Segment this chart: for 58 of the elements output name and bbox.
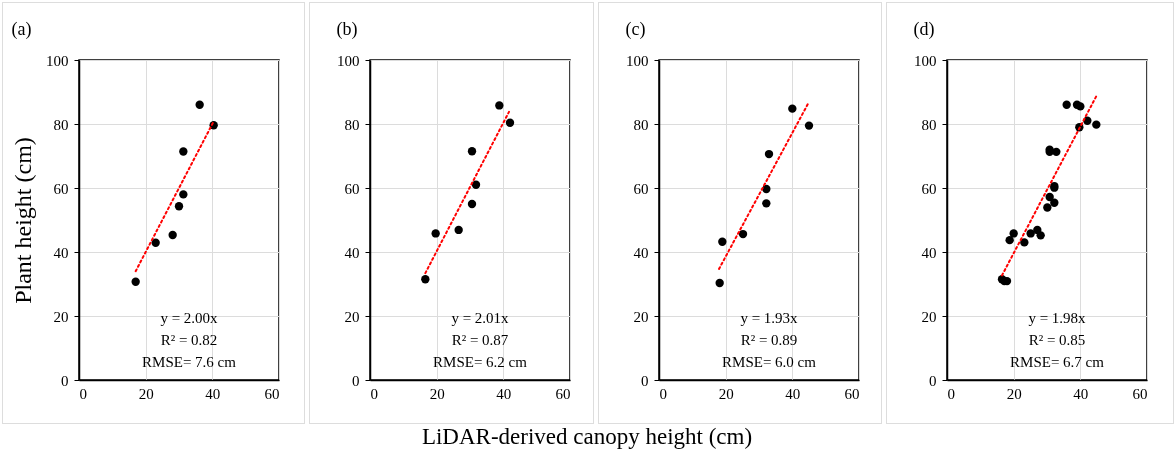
y-tick-label: 0: [640, 372, 649, 389]
chart-title: (a): [11, 19, 32, 40]
y-tick-label: 100: [914, 52, 937, 69]
x-tick-label: 60: [844, 385, 860, 402]
y-tick-label: 40: [53, 244, 69, 261]
y-tick-label: 60: [53, 180, 69, 197]
y-tick-label: 80: [633, 116, 649, 133]
x-tick-label: 40: [1073, 385, 1089, 402]
y-tick-label: 60: [344, 180, 360, 197]
annotation: y = 1.93x: [740, 310, 799, 326]
x-tick-label: 20: [1007, 385, 1023, 402]
y-tick-label: 100: [46, 52, 69, 69]
chart-title: (b): [336, 19, 358, 40]
x-tick-label: 0: [659, 385, 667, 402]
annotation: RMSE= 7.6 cm: [142, 354, 237, 370]
annotation: R² = 0.85: [1029, 332, 1086, 348]
x-tick-label: 60: [555, 385, 571, 402]
y-tick-label: 60: [921, 180, 937, 197]
annotation: R² = 0.89: [740, 332, 798, 348]
y-tick-label: 40: [344, 244, 360, 261]
y-tick-label: 40: [921, 244, 937, 261]
annotation: y = 2.00x: [160, 310, 219, 326]
x-tick-label: 40: [205, 385, 221, 402]
x-tick-label: 0: [79, 385, 87, 402]
annotation: R² = 0.82: [160, 332, 218, 348]
x-axis-title: LiDAR-derived canopy height (cm): [420, 424, 754, 450]
y-tick-label: 40: [633, 244, 649, 261]
y-tick-label: 80: [53, 116, 69, 133]
y-tick-label: 0: [352, 372, 360, 389]
annotation: RMSE= 6.7 cm: [1010, 354, 1105, 370]
x-tick-label: 0: [370, 385, 379, 402]
annotation: y = 2.01x: [451, 310, 510, 326]
x-tick-label: 60: [264, 385, 280, 402]
y-tick-label: 100: [337, 52, 360, 69]
y-tick-label: 60: [633, 180, 649, 197]
annotation: RMSE= 6.2 cm: [433, 354, 528, 370]
y-tick-label: 80: [344, 116, 360, 133]
annotation: y = 1.98x: [1028, 310, 1087, 326]
x-tick-label: 20: [718, 385, 734, 402]
chart-title: (d): [913, 19, 935, 40]
annotation: R² = 0.87: [452, 332, 510, 348]
x-tick-label: 0: [947, 385, 956, 402]
x-tick-label: 40: [496, 385, 512, 402]
chart-title: (c): [625, 19, 646, 40]
annotation: RMSE= 6.0 cm: [722, 354, 817, 370]
y-tick-label: 80: [921, 116, 937, 133]
y-tick-label: 20: [921, 308, 937, 325]
x-tick-label: 20: [430, 385, 446, 402]
y-tick-label: 0: [929, 372, 937, 389]
x-tick-label: 20: [138, 385, 154, 402]
x-tick-label: 60: [1132, 385, 1148, 402]
y-tick-label: 20: [344, 308, 360, 325]
y-tick-label: 0: [61, 372, 69, 389]
y-tick-label: 20: [53, 308, 69, 325]
x-tick-label: 40: [785, 385, 801, 402]
y-tick-label: 20: [633, 308, 649, 325]
y-axis-title: Plant height (cm): [10, 137, 36, 304]
y-tick-label: 100: [625, 52, 649, 69]
